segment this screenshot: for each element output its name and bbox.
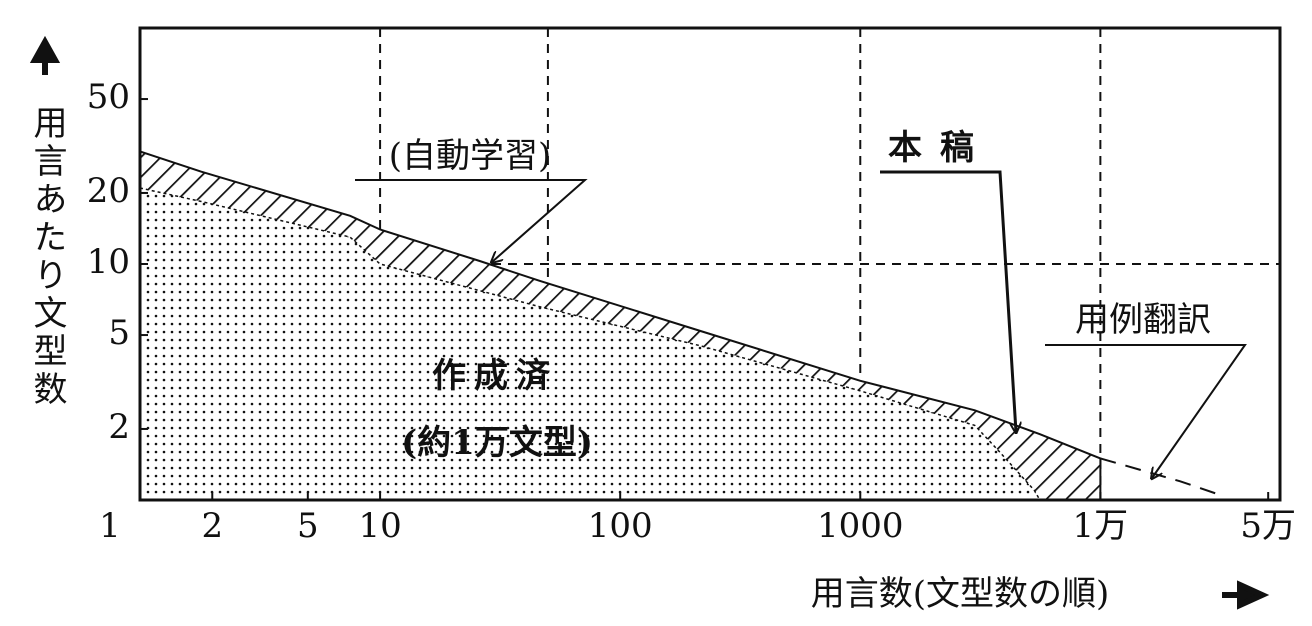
y-tick-label: 10 (87, 242, 130, 282)
series-label: (自動学習) (389, 136, 552, 176)
y-tick-label: 2 (108, 407, 130, 447)
line (1100, 457, 1221, 496)
series-label: 作成済 (432, 356, 558, 396)
leader-line (355, 179, 588, 262)
y-tick-label: 20 (87, 171, 130, 211)
x-tick-label: 2 (201, 506, 223, 546)
area (139, 187, 1041, 501)
x-tick-label: 1000 (817, 506, 904, 546)
series-label: 用例翻訳 (1075, 300, 1211, 340)
annotation: (約1万文型) (401, 423, 593, 463)
annotation: 本稿 (888, 128, 992, 168)
x-axis-arrow (1222, 580, 1270, 610)
x-tick-label: 10 (358, 506, 401, 546)
x-tick-label: 1万 (1073, 506, 1129, 546)
y-axis-label: 用言あたり文型数 (27, 105, 67, 409)
y-axis-arrow (29, 35, 61, 75)
x-tick-label: 5 (297, 506, 319, 546)
leader-line (880, 170, 1016, 432)
y-tick-label: 50 (87, 77, 130, 117)
x-axis-label: 用言数(文型数の順) (811, 574, 1110, 614)
x-tick-label: 1 (99, 506, 121, 546)
x-tick-label: 100 (588, 506, 653, 546)
leader-line (1045, 344, 1247, 478)
y-tick-label: 5 (108, 313, 130, 353)
x-tick-label: 5万 (1240, 506, 1296, 546)
